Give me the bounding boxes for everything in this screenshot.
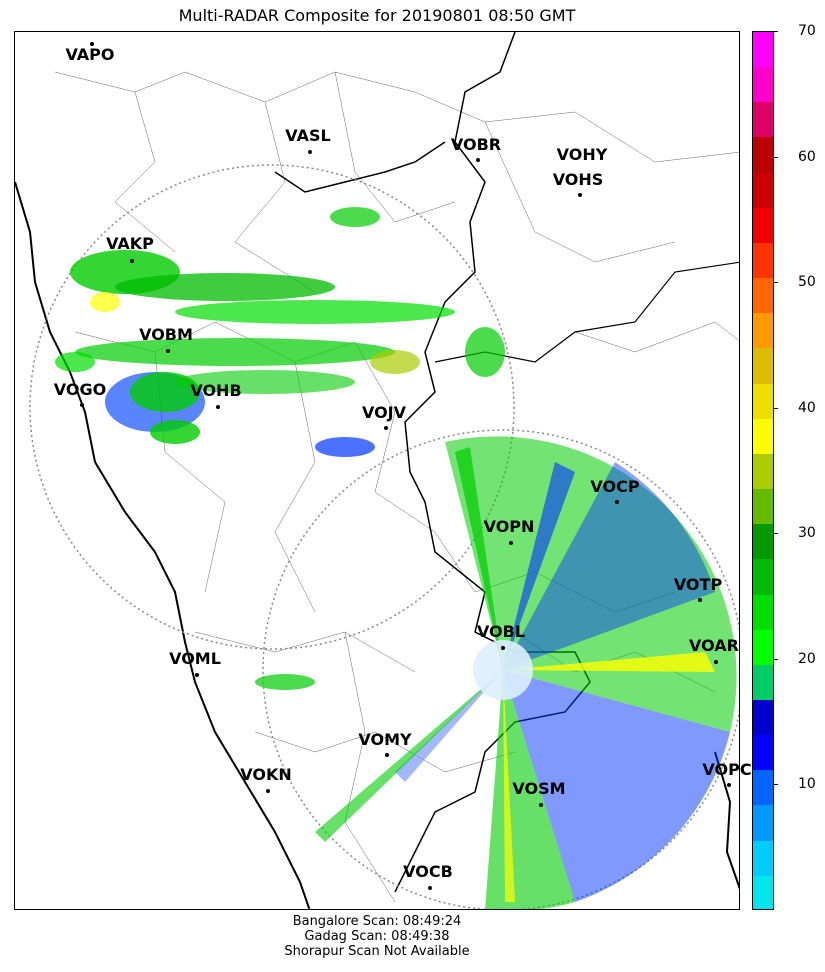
station-label-vohb: VOHB (190, 381, 242, 400)
colorbar-band (753, 875, 773, 909)
colorbar-band (753, 102, 773, 138)
station-label-vogo: VOGO (53, 380, 107, 399)
colorbar-band (753, 313, 773, 349)
station-label-vosm: VOSM (512, 779, 566, 798)
station-label-vojv: VOJV (361, 403, 407, 422)
station-marker-voar[interactable] (714, 660, 718, 664)
station-label-vokn: VOKN (240, 765, 292, 784)
station-marker-votp[interactable] (698, 598, 702, 602)
colorbar-tick-mark (774, 658, 778, 660)
colorbar-band (753, 594, 773, 630)
gadag-scan-time: Gadag Scan: 08:49:38 (304, 929, 450, 944)
station-marker-vapo[interactable] (90, 42, 94, 46)
station-label-vocp: VOCP (590, 477, 640, 496)
colorbar-tick-label: 70 (798, 23, 816, 39)
colorbar-tick-label: 60 (798, 148, 816, 165)
colorbar-band (753, 453, 773, 490)
station-marker-vopn[interactable] (509, 541, 513, 545)
colorbar-band (753, 524, 773, 560)
station-marker-voml[interactable] (195, 673, 199, 677)
station-marker-vokn[interactable] (266, 789, 270, 793)
station-marker-vocb[interactable] (428, 886, 432, 890)
northern-border (274, 141, 446, 193)
map-canvas (15, 32, 739, 909)
coastline (15, 181, 311, 909)
colorbar-band (753, 840, 773, 876)
colorbar-tick-label: 20 (798, 650, 816, 667)
station-label-vobm: VOBM (139, 325, 193, 344)
colorbar-band (753, 805, 773, 841)
station-marker-vobl[interactable] (501, 646, 505, 650)
station-marker-vakp[interactable] (130, 259, 134, 263)
station-label-voml: VOML (169, 649, 221, 668)
colorbar-tick-mark (774, 784, 778, 786)
colorbar-tick-label: 40 (798, 399, 816, 416)
station-label-vapo: VAPO (65, 45, 115, 64)
colorbar-band (753, 489, 773, 525)
colorbar-band (753, 664, 773, 700)
radar-map[interactable] (14, 31, 740, 910)
station-marker-vohs[interactable] (578, 193, 582, 197)
station-label-vopn: VOPN (483, 517, 535, 536)
station-marker-vosm[interactable] (539, 803, 543, 807)
station-marker-vojv[interactable] (384, 426, 388, 430)
station-label-votp: VOTP (673, 575, 723, 594)
bangalore-echoes (255, 436, 737, 909)
colorbar-band (753, 278, 773, 314)
colorbar-band (753, 629, 773, 665)
station-label-vopc: VOPC (702, 760, 752, 779)
colorbar-tick-mark (774, 407, 778, 409)
footer-scan-info: Bangalore Scan: 08:49:24 Gadag Scan: 08:… (14, 914, 740, 959)
gadag-range-ring (29, 164, 515, 650)
station-label-vakp: VAKP (106, 234, 154, 253)
colorbar-band (753, 418, 773, 454)
station-marker-vogo[interactable] (80, 403, 84, 407)
colorbar-band (753, 67, 773, 103)
district-boundaries (54, 71, 739, 903)
shorapur-scan-status: Shorapur Scan Not Available (284, 944, 470, 959)
station-marker-vocp[interactable] (615, 500, 619, 504)
station-label-voar: VOAR (689, 636, 739, 655)
bangalore-scan-time: Bangalore Scan: 08:49:24 (292, 914, 462, 929)
station-marker-vobm[interactable] (166, 349, 170, 353)
station-marker-vasl[interactable] (308, 150, 312, 154)
colorbar-band (753, 348, 773, 384)
colorbar-tick-label: 30 (798, 525, 816, 542)
state-border (394, 32, 591, 893)
station-label-vasl: VASL (285, 126, 331, 145)
colorbar-band (753, 699, 773, 736)
station-marker-vomy[interactable] (385, 753, 389, 757)
colorbar-band (753, 770, 773, 806)
colorbar-tick-mark (774, 156, 778, 158)
colorbar-tick-mark (774, 282, 778, 284)
colorbar-band (753, 32, 773, 68)
colorbar-tick-mark (774, 533, 778, 535)
colorbar-tick-label: 10 (798, 776, 816, 793)
station-label-vobl: VOBL (476, 622, 526, 641)
map-title: Multi-RADAR Composite for 20190801 08:50… (178, 6, 576, 25)
station-label-vohs: VOHS (552, 170, 604, 189)
station-label-vomy: VOMY (358, 730, 412, 749)
station-label-vocb: VOCB (403, 862, 453, 881)
station-marker-vohb[interactable] (216, 405, 220, 409)
station-label-vobr: VOBR (450, 135, 502, 154)
station-marker-vobr[interactable] (476, 158, 480, 162)
bangalore-range-ring (262, 429, 739, 909)
colorbar-band (753, 383, 773, 419)
colorbar-band (753, 172, 773, 208)
station-label-vohy: VOHY (556, 145, 608, 164)
colorbar (752, 31, 774, 910)
colorbar-band (753, 242, 773, 279)
colorbar-tick-mark (774, 31, 778, 32)
colorbar-band (753, 207, 773, 243)
colorbar-band (753, 137, 773, 173)
east-coastline (714, 751, 739, 890)
gadag-echoes (55, 207, 505, 457)
colorbar-tick-label: 50 (798, 274, 816, 291)
colorbar-band (753, 735, 773, 771)
colorbar-band (753, 559, 773, 595)
station-marker-vopc[interactable] (727, 783, 731, 787)
